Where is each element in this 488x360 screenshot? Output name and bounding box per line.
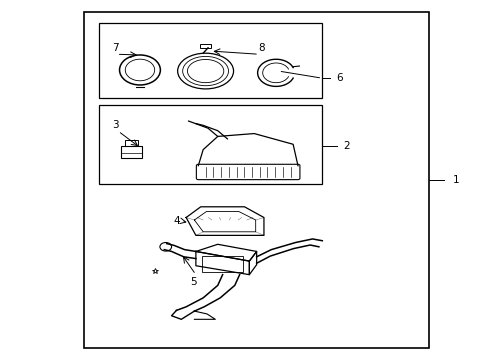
- Bar: [121, 147, 142, 158]
- Bar: [200, 44, 211, 48]
- Text: 2: 2: [343, 141, 349, 151]
- Bar: [99, 105, 322, 184]
- Text: 8: 8: [258, 43, 264, 53]
- Text: 6: 6: [335, 73, 342, 83]
- Bar: [125, 140, 138, 147]
- Bar: [99, 23, 322, 98]
- Text: 7: 7: [112, 43, 119, 53]
- Text: 3: 3: [112, 120, 119, 130]
- Text: 4: 4: [173, 216, 180, 226]
- Text: 1: 1: [452, 175, 458, 185]
- Bar: [84, 12, 428, 348]
- Text: 5: 5: [190, 277, 196, 287]
- Bar: [202, 256, 242, 272]
